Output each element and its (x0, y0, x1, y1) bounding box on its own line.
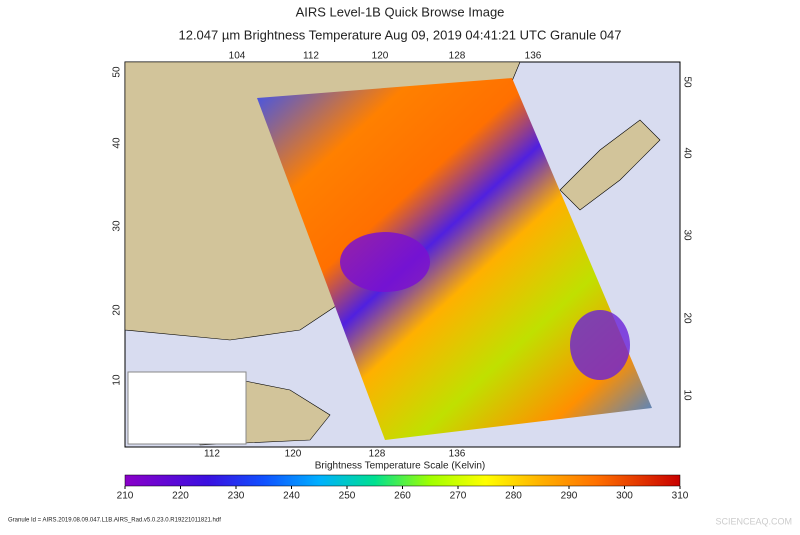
swath (257, 78, 652, 440)
colorbar-tick-label: 260 (394, 491, 411, 502)
lat-label: 10 (112, 374, 123, 386)
colorbar-tick-label: 220 (172, 491, 189, 502)
colorbar-title: Brightness Temperature Scale (Kelvin) (315, 461, 485, 472)
subtitle: 12.047 µm Brightness Temperature Aug 09,… (178, 27, 621, 42)
colorbar-tick-label: 280 (505, 491, 522, 502)
inset-globe (127, 371, 247, 445)
lat-label: 10 (681, 389, 692, 401)
lon-label: 128 (449, 51, 466, 62)
colorbar-tick-label: 290 (561, 491, 578, 502)
land (559, 119, 661, 211)
lon-label: 136 (525, 51, 542, 62)
colorbar-tick-label: 300 (616, 491, 633, 502)
lat-label: 50 (112, 66, 123, 78)
colorbar (124, 474, 681, 487)
map (124, 61, 681, 448)
granule-id: Granule Id = AIRS.2019.08.09.047.L1B.AIR… (8, 518, 221, 524)
lat-label: 40 (681, 147, 692, 159)
lon-label: 112 (204, 449, 220, 460)
watermark: SCIENCEAQ.COM (715, 516, 792, 526)
lat-label: 50 (681, 76, 692, 88)
lat-label: 20 (112, 304, 123, 316)
cloud (570, 310, 630, 380)
lon-label: 136 (449, 449, 466, 460)
lon-label: 104 (229, 51, 246, 62)
lon-label: 120 (372, 51, 389, 62)
colorbar-tick-label: 310 (672, 491, 689, 502)
lon-label: 112 (303, 51, 319, 62)
title: AIRS Level-1B Quick Browse Image (296, 4, 505, 19)
colorbar-tick-label: 240 (283, 491, 300, 502)
lat-label: 20 (681, 312, 692, 324)
colorbar-tick-label: 250 (339, 491, 356, 502)
lat-label: 40 (112, 137, 123, 149)
lat-label: 30 (681, 229, 692, 241)
lon-label: 128 (369, 449, 386, 460)
lon-label: 120 (285, 449, 302, 460)
colorbar-tick-label: 210 (117, 491, 134, 502)
colorbar-tick-label: 270 (450, 491, 467, 502)
colorbar-tick-label: 230 (228, 491, 245, 502)
typhoon (340, 232, 430, 292)
lat-label: 30 (112, 220, 123, 232)
